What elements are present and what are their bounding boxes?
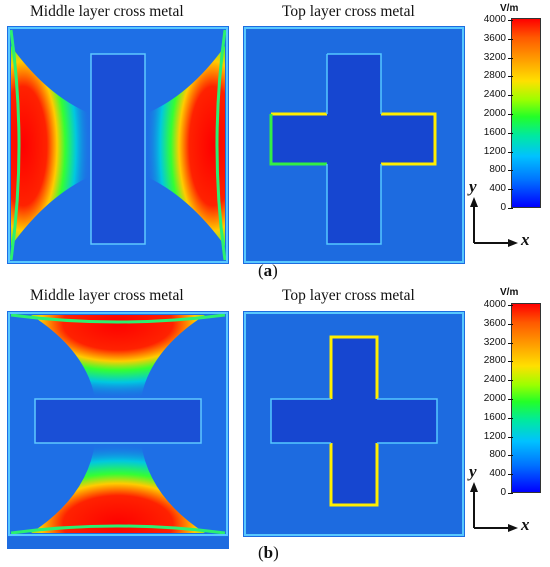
colorbar-b-tick-mark — [508, 323, 513, 325]
axes-a-arrows — [470, 197, 518, 247]
colorbar-b-tick-label: 400 — [489, 468, 506, 480]
colorbar-a-tick-label: 800 — [489, 164, 506, 176]
field-map-a-middle-layer — [7, 26, 229, 264]
colorbar-a-tick-label: 3600 — [483, 32, 506, 44]
axis-a-x-label: x — [521, 230, 530, 249]
axes-b-arrows — [470, 482, 518, 532]
colorbar-b-tick-mark — [508, 493, 513, 494]
colorbar-b-tick-label: 4000 — [483, 299, 506, 310]
colorbar-b-unit: V/m — [500, 287, 519, 298]
axis-b-x-label: x — [521, 515, 530, 534]
title-a-middle-layer: Middle layer cross metal — [30, 3, 184, 20]
caption-a-letter: a — [263, 261, 273, 280]
colorbar-a-tick-label: 2400 — [483, 89, 506, 101]
colorbar-a-tick-label: 2000 — [483, 108, 506, 119]
colorbar-b-tick-label: 3200 — [483, 336, 506, 348]
field-map-b-middle-layer — [7, 311, 229, 549]
axis-b-y-label: y — [469, 462, 477, 481]
colorbar-a-tick-label: 2800 — [483, 70, 506, 82]
field-map-a-top-layer — [243, 26, 465, 264]
colorbar-b-tick-label: 1200 — [483, 430, 506, 442]
colorbar-b-tick-label: 2000 — [483, 393, 506, 404]
title-b-top-layer: Top layer cross metal — [282, 287, 415, 304]
caption-b-letter: b — [263, 543, 274, 562]
colorbar-b-tick-label: 1600 — [483, 411, 506, 423]
colorbar-a — [511, 18, 541, 208]
colorbar-b-tick-mark — [508, 417, 513, 419]
colorbar-a-tick-label: 1200 — [483, 145, 506, 157]
colorbar-a-tick-mark — [508, 95, 513, 97]
caption-a: (a) — [258, 261, 278, 280]
colorbar-b — [511, 303, 541, 493]
colorbar-a-tick-label: 0 — [500, 202, 506, 213]
colorbar-a-tick-mark — [508, 76, 513, 78]
colorbar-b-tick-mark — [508, 436, 513, 438]
colorbar-b-tick-mark — [508, 342, 513, 344]
colorbar-a-unit: V/m — [500, 3, 519, 14]
colorbar-b-tick-mark — [508, 399, 513, 400]
title-a-top-layer: Top layer cross metal — [282, 3, 415, 20]
colorbar-a-tick-mark — [508, 20, 513, 21]
colorbar-b-tick-mark — [508, 455, 513, 457]
colorbar-a-tick-mark — [508, 38, 513, 40]
colorbar-a-tick-mark — [508, 151, 513, 153]
colorbar-a-tick-mark — [508, 114, 513, 115]
colorbar-b-tick-label: 2800 — [483, 355, 506, 367]
colorbar-a-tick-label: 400 — [489, 183, 506, 195]
colorbar-b-tick-label: 0 — [500, 487, 506, 498]
field-map-b-top-layer — [243, 311, 465, 537]
caption-b: (b) — [258, 543, 279, 562]
colorbar-b-tick-label: 800 — [489, 449, 506, 461]
colorbar-a-tick-mark — [508, 132, 513, 134]
title-b-middle-layer: Middle layer cross metal — [30, 287, 184, 304]
colorbar-b-tick-mark — [508, 380, 513, 382]
colorbar-a-tick-label: 1600 — [483, 126, 506, 138]
colorbar-b-tick-label: 3600 — [483, 317, 506, 329]
colorbar-a-tick-mark — [508, 170, 513, 172]
colorbar-a-tick-label: 4000 — [483, 14, 506, 25]
colorbar-a-tick-mark — [508, 208, 513, 209]
colorbar-b-tick-mark — [508, 305, 513, 306]
colorbar-a-tick-mark — [508, 57, 513, 59]
colorbar-b-tick-mark — [508, 361, 513, 363]
colorbar-a-tick-label: 3200 — [483, 51, 506, 63]
colorbar-b-tick-mark — [508, 474, 513, 476]
colorbar-a-tick-mark — [508, 189, 513, 191]
axis-a-y-label: y — [469, 177, 477, 196]
colorbar-b-tick-label: 2400 — [483, 374, 506, 386]
